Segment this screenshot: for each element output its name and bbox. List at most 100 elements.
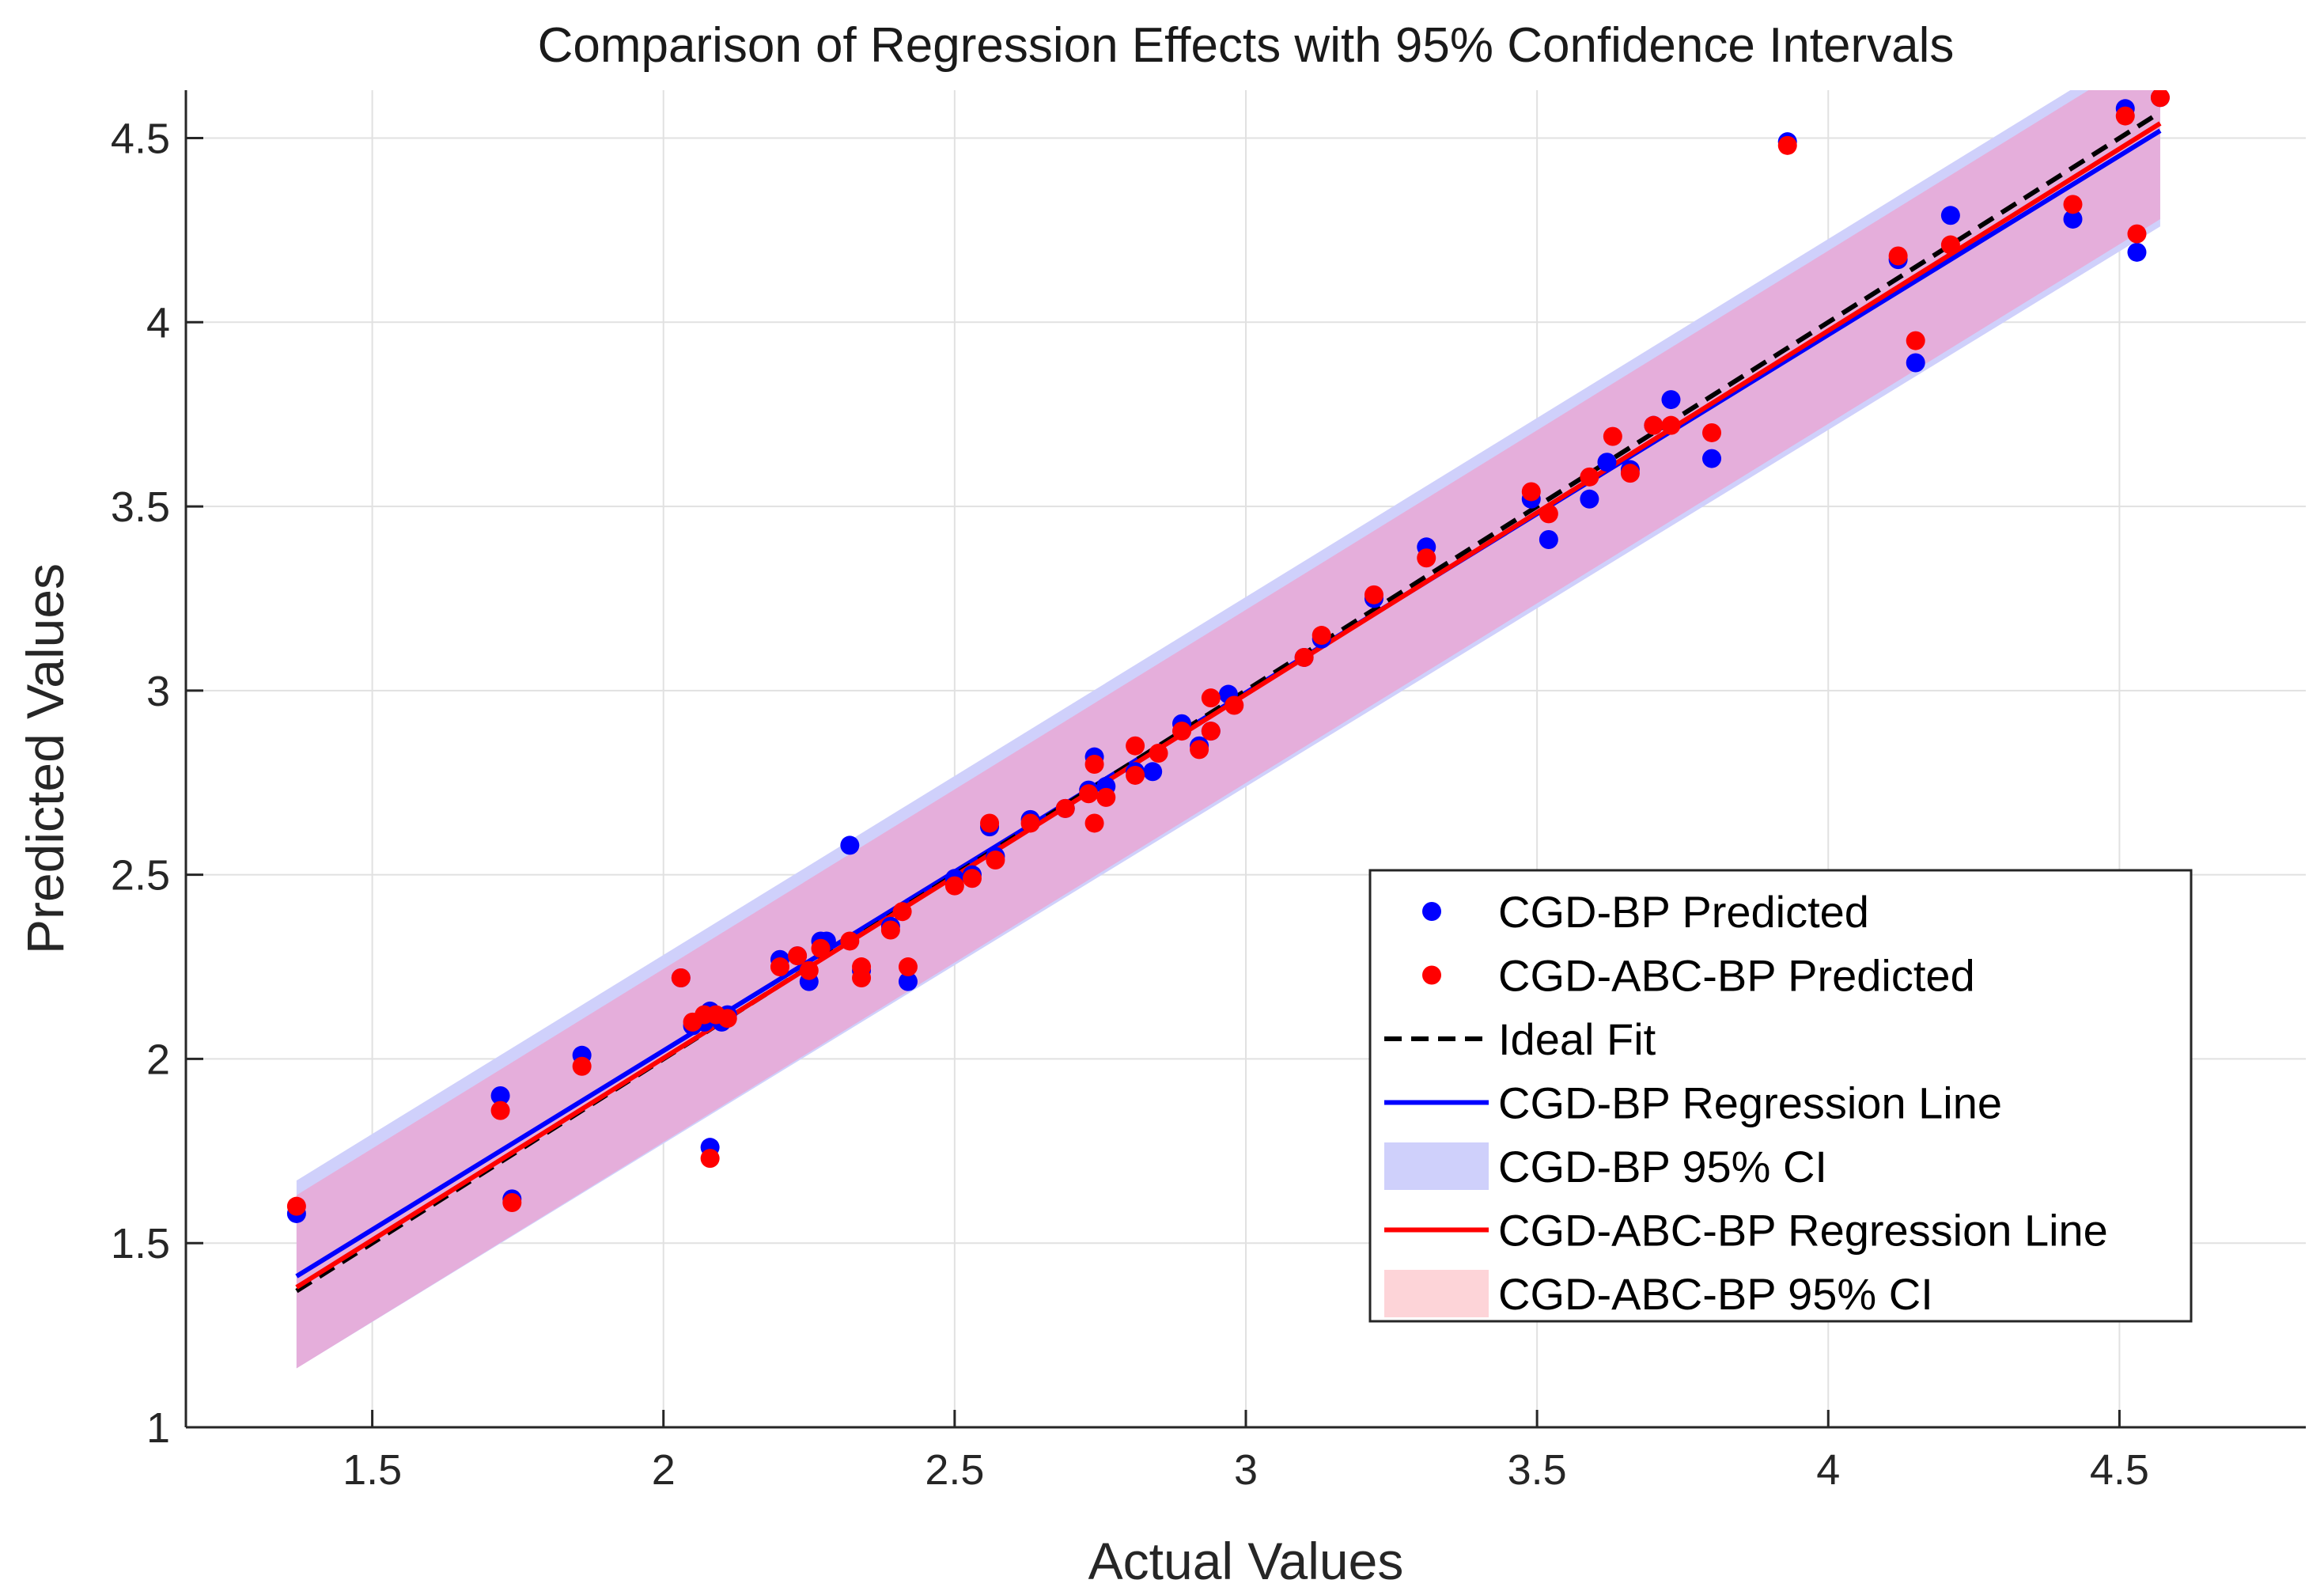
x-tick-label: 4.5 — [2090, 1446, 2149, 1494]
y-tick-label: 3 — [146, 668, 170, 715]
cgd-abc-bp-point — [2115, 106, 2135, 126]
cgd-abc-bp-point — [1201, 688, 1221, 708]
y-tick-label: 2 — [146, 1036, 170, 1083]
cgd-bp-point — [840, 835, 860, 855]
cgd-abc-bp-point — [502, 1193, 522, 1213]
cgd-abc-bp-point — [1661, 415, 1681, 435]
cgd-abc-bp-point — [1644, 415, 1664, 435]
legend-marker-dot — [1422, 902, 1441, 921]
cgd-bp-point — [1143, 762, 1163, 782]
cgd-bp-point — [1661, 390, 1681, 410]
legend[interactable]: CGD-BP Predicted CGD-ABC-BP Predicted Idea… — [1368, 869, 2193, 1323]
cgd-bp-point — [1539, 529, 1558, 549]
y-tick-label: 1 — [146, 1404, 170, 1452]
y-tick-label: 1.5 — [111, 1220, 170, 1267]
cgd-abc-bp-point — [1126, 736, 1145, 756]
cgd-abc-bp-point — [1201, 722, 1221, 741]
legend-entry[interactable]: CGD-BP 95% CI — [1384, 1142, 1827, 1192]
cgd-abc-bp-point — [1603, 426, 1622, 446]
cgd-abc-bp-point — [1777, 135, 1797, 155]
cgd-bp-point — [1702, 449, 1722, 468]
cgd-abc-bp-point — [1172, 722, 1192, 741]
cgd-abc-bp-point — [1294, 647, 1314, 667]
legend-entry[interactable]: CGD-ABC-BP Regression Line — [1384, 1206, 2108, 1256]
cgd-abc-bp-point — [671, 968, 691, 988]
cgd-abc-bp-point — [880, 920, 900, 940]
cgd-bp-point — [1597, 453, 1617, 472]
cgd-bp-point — [490, 1085, 510, 1105]
cgd-abc-bp-point — [1312, 626, 1331, 646]
x-tick-label: 4 — [1816, 1446, 1840, 1494]
cgd-abc-bp-point — [717, 1009, 737, 1029]
cgd-abc-bp-point — [2127, 224, 2147, 244]
cgd-abc-bp-point — [1702, 422, 1722, 442]
cgd-abc-bp-point — [1084, 813, 1104, 833]
legend-label: CGD-ABC-BP Predicted — [1498, 951, 1975, 1001]
cgd-abc-bp-point — [1521, 482, 1541, 502]
cgd-abc-bp-point — [2150, 90, 2170, 108]
cgd-abc-bp-point — [1940, 235, 1960, 255]
ideal-fit-line — [295, 110, 2162, 1294]
y-tick-label: 3.5 — [111, 483, 170, 531]
cgd-abc-bp-point — [986, 851, 1005, 870]
cgd-abc-bp-point — [700, 1149, 720, 1169]
cgd-abc-bp-point — [1096, 787, 1116, 807]
legend-label: CGD-BP Predicted — [1498, 887, 1869, 937]
cgd-abc-bp-point — [572, 1056, 592, 1076]
cgd-abc-bp-point — [1224, 695, 1244, 715]
cgd-abc-bp-point — [892, 902, 912, 922]
cgd-abc-bp-point — [962, 869, 982, 888]
cgd-abc-bp-point — [1079, 784, 1099, 804]
cgd-bp-point — [2063, 209, 2083, 229]
data-points — [286, 90, 2170, 1223]
cgd-abc-bp-point — [1580, 467, 1599, 487]
cgd-bp-point — [1906, 353, 1925, 373]
legend-label: CGD-ABC-BP Regression Line — [1498, 1206, 2108, 1256]
cgd-bp-point — [898, 972, 918, 991]
x-tick-label: 3 — [1234, 1446, 1258, 1494]
cgd-abc-bp-point — [852, 957, 872, 977]
cgd-abc-bp-point — [1126, 765, 1145, 785]
tick-labels: 1.5 2 2.5 3 3.5 4 4.5 1 1.5 2 2.5 3 3.5 4 4.5 — [111, 116, 2149, 1494]
cgd-abc-bp-point — [980, 813, 1000, 833]
cgd-abc-bp-point — [1906, 331, 1925, 350]
cgd-abc-bp-point — [944, 876, 964, 896]
legend-entry[interactable]: CGD-ABC-BP 95% CI — [1384, 1269, 1933, 1319]
legend-entry[interactable]: Ideal Fit — [1384, 1014, 1656, 1064]
cgd-bp-point — [1940, 206, 1960, 225]
legend-label: CGD-ABC-BP 95% CI — [1498, 1269, 1933, 1319]
cgd-abc-bp-point — [1620, 464, 1640, 483]
cgd-abc-bp-point — [770, 957, 789, 977]
legend-label: CGD-BP 95% CI — [1498, 1142, 1827, 1192]
legend-box — [1368, 869, 2193, 1323]
cgd-abc-bp-point — [2063, 195, 2083, 214]
legend-label: Ideal Fit — [1498, 1014, 1656, 1064]
cgd-abc-bp-point — [1417, 548, 1436, 568]
cgd-abc-bp-point — [799, 960, 819, 980]
cgd-abc-bp-point — [1364, 585, 1383, 604]
cgd-abc-bp-point — [1020, 813, 1040, 833]
y-axis-label: Predicted Values — [16, 563, 74, 954]
legend-marker-dot — [1422, 965, 1441, 985]
legend-marker-patch — [1384, 1270, 1489, 1317]
chart-title: Comparison of Regression Effects with 95… — [538, 18, 1955, 73]
y-tick-label: 4.5 — [111, 116, 170, 163]
cgd-abc-bp-point — [1539, 504, 1558, 524]
cgd-abc-bp-point — [788, 946, 808, 966]
cgd-abc-bp-point — [1149, 744, 1168, 763]
legend-entry[interactable]: CGD-BP Predicted — [1422, 887, 1869, 937]
y-tick-label: 4 — [146, 299, 170, 347]
cgd-abc-bp-point — [490, 1101, 510, 1120]
cgd-abc-bp-point — [811, 938, 831, 958]
x-tick-label: 1.5 — [343, 1446, 402, 1494]
cgd-abc-bp-point — [286, 1196, 306, 1216]
x-tick-label: 3.5 — [1508, 1446, 1567, 1494]
legend-marker-patch — [1384, 1142, 1489, 1190]
cgd-abc-bp-point — [1190, 740, 1209, 760]
legend-entry[interactable]: CGD-ABC-BP Predicted — [1422, 951, 1975, 1001]
cgd-abc-bp-point — [898, 957, 918, 977]
cgd-abc-bp-point — [840, 931, 860, 951]
x-tick-label: 2.5 — [925, 1446, 984, 1494]
legend-entry[interactable]: CGD-BP Regression Line — [1384, 1078, 2002, 1128]
